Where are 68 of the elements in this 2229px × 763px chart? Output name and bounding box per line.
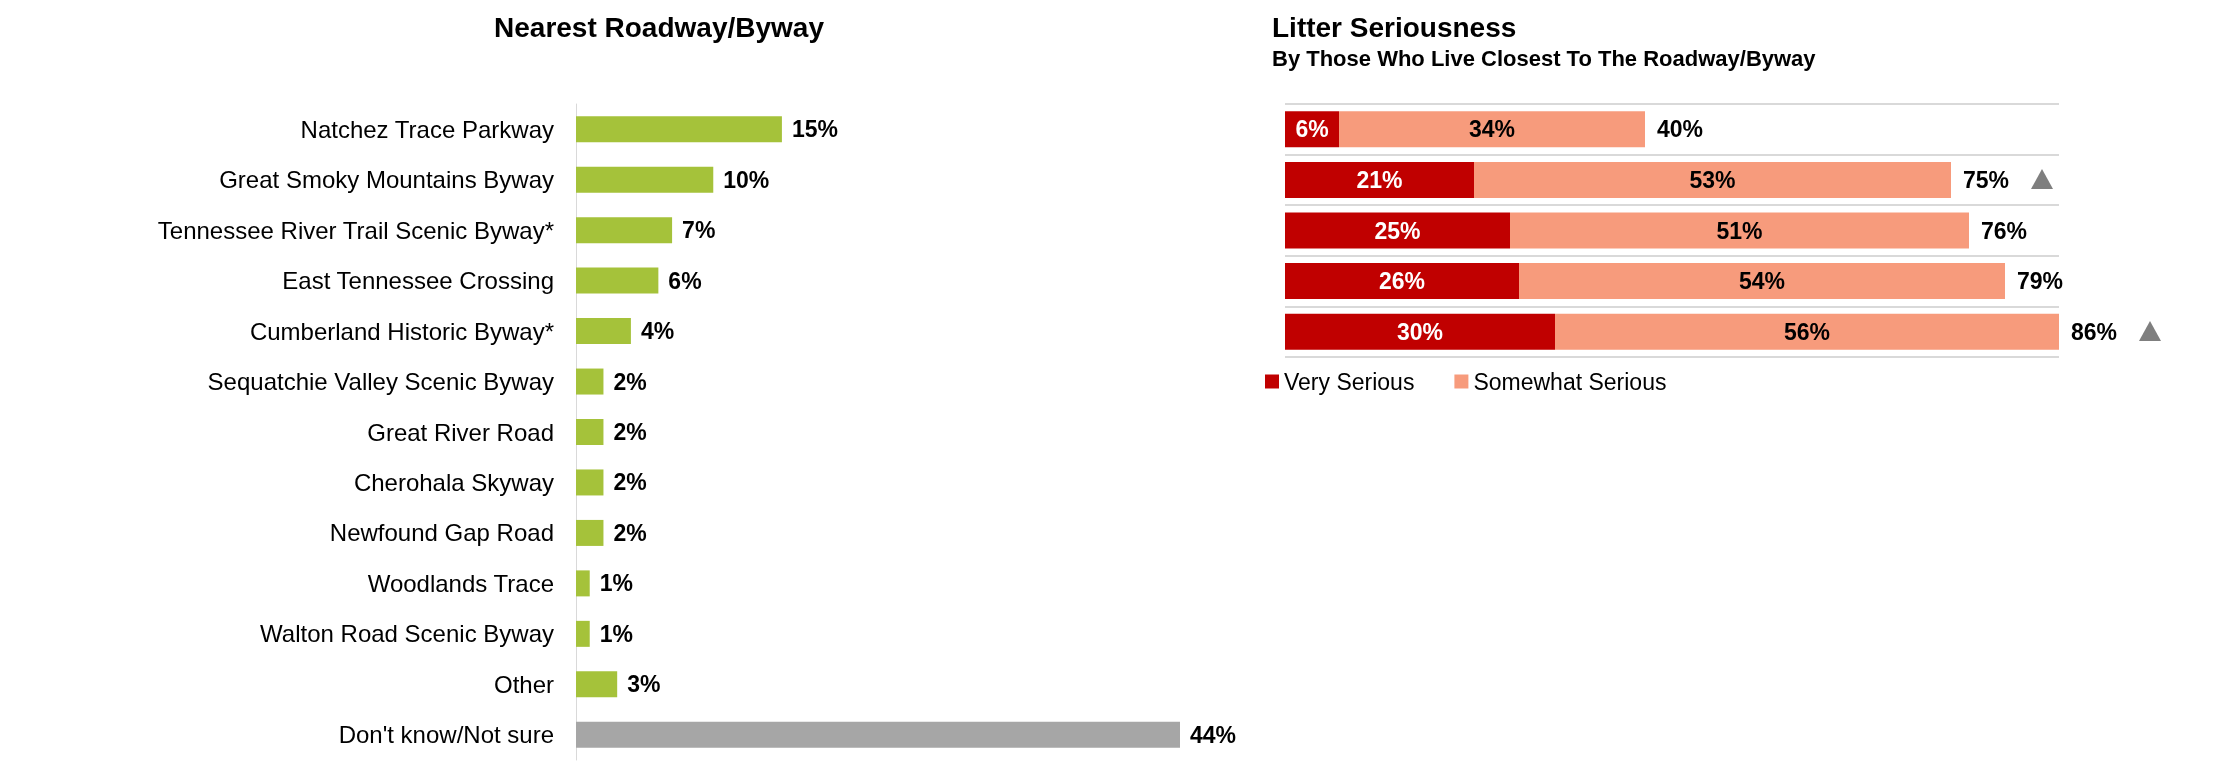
data-label: 6%	[1295, 116, 1329, 143]
y-tick-label: Tennessee River Trail Scenic Byway*	[157, 216, 554, 244]
bar	[576, 166, 714, 193]
data-label: 2%	[613, 469, 647, 496]
data-label: 6%	[668, 267, 702, 294]
data-label: 21%	[1356, 166, 1403, 193]
bar	[1555, 313, 2059, 350]
bar	[1285, 161, 1474, 198]
data-label: 30%	[1396, 318, 1444, 345]
total-label: 75%	[1963, 166, 2010, 193]
bar	[576, 217, 673, 244]
bar	[576, 519, 604, 546]
data-label: 15%	[791, 116, 838, 143]
bar	[576, 570, 590, 597]
bar	[576, 116, 782, 143]
data-label: 26%	[1378, 268, 1426, 295]
data-label: 2%	[613, 368, 647, 395]
y-tick-label: Sequatchie Valley Scenic Byway	[207, 368, 554, 396]
total-label: 86%	[2071, 318, 2118, 345]
data-label: 2%	[613, 519, 647, 546]
bar	[1285, 263, 1519, 300]
y-tick-label: Don't know/Not sure	[338, 721, 554, 749]
data-label: 25%	[1374, 217, 1421, 244]
y-tick-label: Cherohala Skyway	[353, 468, 554, 496]
bar	[576, 267, 659, 294]
y-tick-label: Great River Road	[367, 418, 554, 446]
y-tick-label: Great Smoky Mountains Byway	[219, 166, 554, 194]
bar	[576, 671, 618, 698]
data-label: 54%	[1738, 268, 1786, 295]
bar	[1285, 212, 1510, 249]
bar	[1510, 212, 1969, 249]
data-label: 34%	[1468, 116, 1516, 143]
bar	[1285, 313, 1555, 350]
bar	[576, 469, 604, 496]
y-tick-label: Natchez Trace Parkway	[300, 115, 554, 143]
chart-title: Litter Seriousness	[1272, 11, 1517, 43]
bar	[576, 419, 604, 445]
data-label: 44%	[1190, 721, 1237, 748]
y-tick-label: Newfound Gap Road	[329, 519, 554, 547]
total-label: 40%	[1657, 116, 1704, 143]
bar	[1474, 161, 1951, 198]
total-label: 79%	[2017, 268, 2064, 295]
total-label: 76%	[1981, 217, 2028, 244]
data-label: 2%	[613, 419, 647, 445]
bar	[576, 318, 631, 345]
chart-subtitle: By Those Who Live Closest To The Roadway/Byway	[1272, 45, 1817, 71]
data-label: 53%	[1689, 166, 1736, 193]
bar	[576, 368, 604, 395]
y-tick-label: Walton Road Scenic Byway	[260, 620, 554, 648]
data-label: 4%	[640, 318, 675, 345]
data-label: 10%	[723, 166, 770, 193]
y-tick-label: Other	[493, 670, 554, 698]
y-tick-label: East Tennessee Crossing	[282, 267, 554, 295]
data-label: 3%	[627, 671, 661, 698]
chart-title: Nearest Roadway/Byway	[494, 11, 825, 43]
data-label: 56%	[1783, 318, 1831, 345]
y-tick-label: Cumberland Historic Byway*	[249, 317, 554, 345]
bar	[1339, 111, 1645, 148]
legend-label: Very Serious	[1284, 368, 1415, 395]
y-tick-label: Woodlands Trace	[367, 569, 554, 597]
bar	[1519, 263, 2005, 300]
legend-label: Somewhat Serious	[1473, 368, 1667, 395]
data-label: 7%	[682, 217, 716, 244]
data-label: 1%	[599, 620, 633, 647]
bar	[576, 721, 1180, 748]
bar	[576, 620, 590, 647]
data-label: 1%	[599, 570, 633, 597]
data-label: 51%	[1716, 217, 1763, 244]
